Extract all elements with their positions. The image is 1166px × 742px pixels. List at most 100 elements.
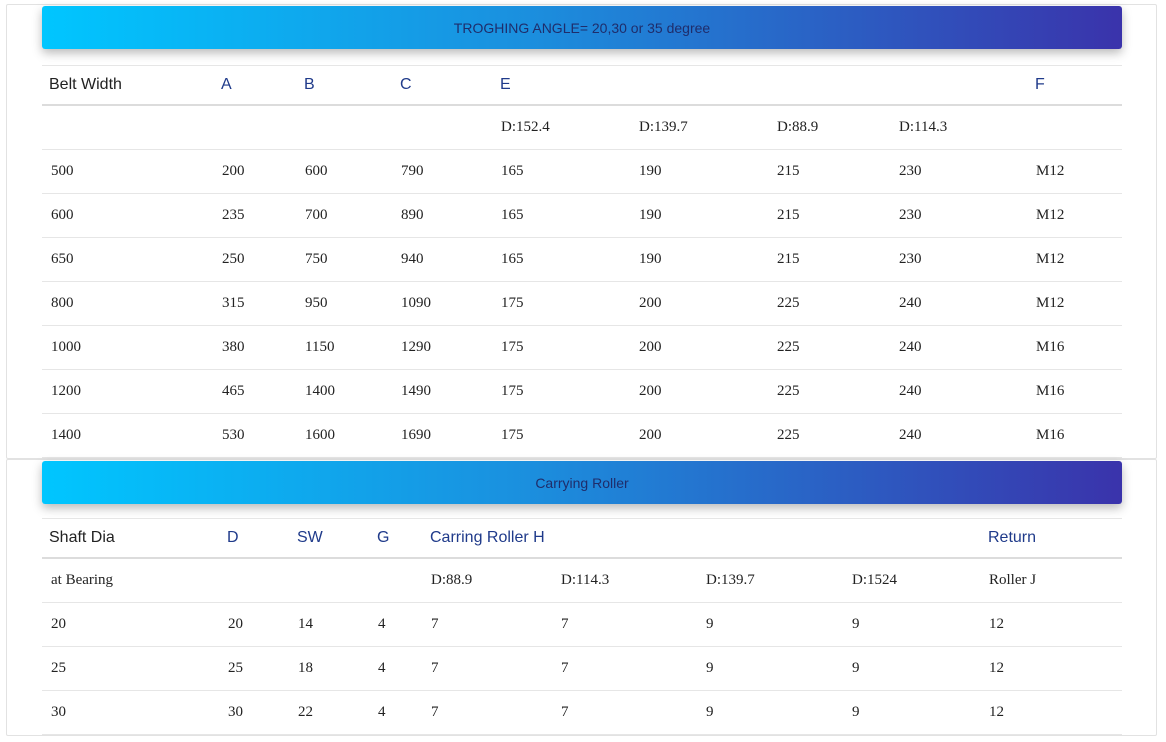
table-cell: 1290 [392,325,492,370]
table-cell: 940 [392,237,492,282]
table-cell: 800 [42,281,213,326]
header-cell: F [1027,65,1122,106]
carrying-roller-card: Carrying Roller Shaft Dia D SW G Carring… [6,459,1157,736]
table-cell: 790 [392,149,492,194]
table-cell: 1600 [296,413,392,458]
table-row: 500 200 600 790 165 190 215 230 M12 [42,149,1122,194]
table-cell: 12 [980,690,1122,735]
table-cell: 25 [219,646,289,691]
table-cell: 500 [42,149,213,194]
subheader-cell: D:88.9 [422,558,552,603]
table-cell: 1400 [42,413,213,458]
table-cell: 215 [768,193,890,238]
table-row: 1000 380 1150 1290 175 200 225 240 M16 [42,325,1122,370]
table-cell: 1400 [296,369,392,414]
header-cell [843,518,980,559]
table-cell: 600 [42,193,213,238]
subheader-cell [42,105,213,150]
table-cell: 200 [630,325,768,370]
table-cell: 175 [492,369,630,414]
table-cell: 530 [213,413,296,458]
table-cell: 600 [296,149,392,194]
table-cell: 1090 [392,281,492,326]
subheader-cell [392,105,492,150]
subheader-cell: D:114.3 [552,558,697,603]
header-cell [697,518,843,559]
table-row: 600 235 700 890 165 190 215 230 M12 [42,193,1122,238]
table-cell: 7 [422,690,552,735]
table-row: 1400 530 1600 1690 175 200 225 240 M16 [42,413,1122,458]
table-row: 30 30 22 4 7 7 9 9 12 [42,690,1122,735]
table-cell: 190 [630,193,768,238]
header-cell [630,65,768,106]
table-cell: 30 [42,690,219,735]
table-cell: 230 [890,149,1027,194]
table-cell: 14 [289,602,369,647]
carrying-roller-title: Carrying Roller [535,474,629,491]
header-cell: Carring Roller H [422,518,552,559]
table-cell: M16 [1027,325,1122,370]
subheader-cell [219,558,289,603]
table-cell: M12 [1027,237,1122,282]
table-cell: 225 [768,281,890,326]
table-cell: 230 [890,237,1027,282]
table-cell: 9 [843,646,980,691]
table-cell: 9 [843,690,980,735]
table-cell: 12 [980,646,1122,691]
table-row: 25 25 18 4 7 7 9 9 12 [42,646,1122,691]
table-header-row: Belt Width A B C E F [42,65,1122,106]
table-cell: 4 [369,602,422,647]
table-cell: 200 [630,281,768,326]
table-cell: 240 [890,325,1027,370]
troughing-angle-banner: TROGHING ANGLE= 20,30 or 35 degree [42,6,1122,49]
table-cell: 750 [296,237,392,282]
subheader-cell: D:152.4 [492,105,630,150]
subheader-cell: Roller J [980,558,1122,603]
table-cell: 9 [697,646,843,691]
subheader-cell: D:88.9 [768,105,890,150]
subheader-cell [289,558,369,603]
table-cell: 4 [369,646,422,691]
table-cell: 9 [697,690,843,735]
troughing-card: TROGHING ANGLE= 20,30 or 35 degree Belt … [6,4,1157,459]
subheader-cell [1027,105,1122,150]
table-cell: 250 [213,237,296,282]
table-cell: 240 [890,369,1027,414]
table-cell: 225 [768,369,890,414]
header-cell: G [369,518,422,559]
table-cell: 230 [890,193,1027,238]
table-cell: 7 [552,690,697,735]
table-cell: 315 [213,281,296,326]
header-cell [768,65,890,106]
table-cell: 25 [42,646,219,691]
table-cell: 7 [422,602,552,647]
subheader-cell: D:114.3 [890,105,1027,150]
carrying-roller-banner: Carrying Roller [42,461,1122,504]
table-cell: 18 [289,646,369,691]
table-cell: 240 [890,281,1027,326]
table-cell: 1200 [42,369,213,414]
table-subheader-row: D:152.4 D:139.7 D:88.9 D:114.3 [42,105,1122,150]
table-row: 800 315 950 1090 175 200 225 240 M12 [42,281,1122,326]
table-cell: 240 [890,413,1027,458]
table-cell: 165 [492,237,630,282]
carrying-roller-table: Shaft Dia D SW G Carring Roller H Return… [42,518,1122,735]
table-cell: 7 [422,646,552,691]
table-cell: 465 [213,369,296,414]
subheader-cell [296,105,392,150]
header-cell: D [219,518,289,559]
table-cell: 20 [219,602,289,647]
table-cell: 190 [630,237,768,282]
table-cell: 950 [296,281,392,326]
table-cell: 20 [42,602,219,647]
table-cell: 200 [630,413,768,458]
subheader-cell: D:139.7 [630,105,768,150]
table-cell: 200 [213,149,296,194]
table-cell: 890 [392,193,492,238]
table-cell: M12 [1027,193,1122,238]
table-cell: 22 [289,690,369,735]
table-cell: 225 [768,325,890,370]
table-cell: 650 [42,237,213,282]
table-cell: 200 [630,369,768,414]
table-cell: 9 [697,602,843,647]
